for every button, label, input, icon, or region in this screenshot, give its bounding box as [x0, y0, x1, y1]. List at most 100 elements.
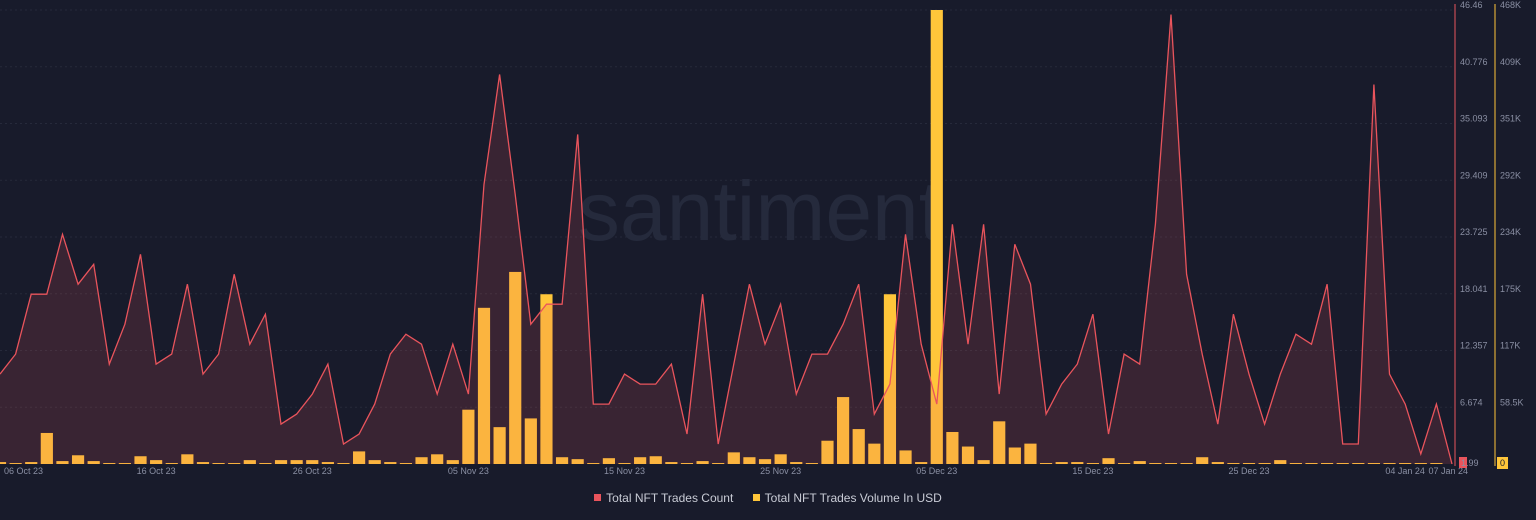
left-axis-tick-label: 6.674	[1460, 397, 1483, 407]
volume-bar	[602, 458, 615, 464]
x-axis-tick-label: 25 Dec 23	[1229, 466, 1270, 476]
volume-bar	[196, 462, 210, 464]
volume-bar	[1258, 463, 1271, 464]
trades-count-line	[0, 14, 1453, 465]
volume-bar	[150, 460, 163, 464]
x-axis-tick-label: 04 Jan 24	[1385, 466, 1425, 476]
volume-bar	[821, 440, 834, 464]
volume-bar	[899, 450, 912, 464]
volume-bar	[415, 457, 428, 464]
volume-bar	[71, 455, 85, 464]
volume-bars	[0, 10, 1443, 464]
volume-bar	[243, 460, 256, 464]
volume-bar	[696, 461, 709, 464]
volume-bar	[118, 463, 131, 464]
volume-bar	[228, 463, 241, 464]
volume-bar	[337, 463, 350, 464]
volume-bar	[134, 456, 147, 464]
x-axis-tick-label: 25 Nov 23	[760, 466, 801, 476]
volume-bar	[259, 463, 272, 464]
volume-bar	[0, 462, 7, 464]
volume-bar	[493, 427, 506, 464]
volume-bar	[790, 462, 803, 464]
volume-bar	[1242, 463, 1256, 464]
volume-bar	[25, 462, 38, 464]
volume-bar	[40, 432, 53, 464]
x-axis-tick-label: 15 Nov 23	[604, 466, 645, 476]
right-axis-ticks: 468K 409K 351K 292K 234K 175K 117K 58.5K	[1500, 0, 1524, 407]
volume-bar	[774, 454, 787, 464]
right-axis-current-badge: 0	[1497, 457, 1508, 469]
volume-bar	[1367, 463, 1381, 464]
right-axis-tick-label: 175K	[1500, 284, 1521, 294]
volume-bar	[212, 463, 225, 464]
volume-bar	[743, 457, 756, 464]
volume-bar	[1414, 463, 1427, 464]
volume-bar	[165, 463, 178, 464]
right-axis-tick-label: 351K	[1500, 114, 1521, 124]
volume-bar	[915, 462, 928, 464]
volume-bar	[9, 463, 22, 464]
volume-bar	[274, 460, 288, 464]
right-axis-current-value: 0	[1500, 458, 1505, 468]
volume-bar	[446, 460, 459, 464]
trades-count-swatch	[594, 494, 602, 501]
legend-label-trades-count: Total NFT Trades Count	[606, 490, 734, 505]
volume-bar	[977, 460, 990, 464]
volume-bar	[665, 462, 678, 464]
volume-bar	[540, 294, 553, 464]
left-axis-ticks: 46.46 40.776 35.093 29.409 23.725 18.041 12.35…	[1460, 0, 1488, 407]
volume-bar	[1102, 458, 1115, 464]
volume-bar	[1149, 463, 1162, 464]
volume-bar	[1211, 462, 1224, 464]
left-axis-tick-label: 40.776	[1460, 57, 1488, 67]
volume-bar	[961, 446, 975, 464]
left-axis-tick-label: 23.725	[1460, 227, 1488, 237]
volume-bar	[1039, 463, 1053, 464]
volume-bar	[431, 454, 444, 464]
volume-bar	[852, 429, 865, 464]
volume-bar	[758, 459, 772, 464]
x-axis-tick-label: 26 Oct 23	[293, 466, 332, 476]
x-axis-tick-label: 06 Oct 23	[4, 466, 43, 476]
volume-bar	[368, 460, 381, 464]
legend-item-trades-volume[interactable]: Total NFT Trades Volume In USD	[752, 490, 942, 505]
chart-grid	[0, 9, 1452, 408]
santiment-watermark: santiment	[578, 164, 942, 258]
right-axis-tick-label: 117K	[1500, 341, 1520, 351]
volume-bar	[1055, 462, 1068, 464]
x-axis-tick-label: 16 Oct 23	[137, 466, 176, 476]
volume-bar	[1133, 461, 1146, 464]
trades-volume-swatch	[752, 494, 760, 501]
volume-bar	[321, 462, 334, 464]
volume-bar	[1008, 447, 1021, 464]
volume-bar	[509, 271, 522, 464]
volume-bar	[587, 463, 600, 464]
volume-bar	[103, 463, 116, 464]
legend-item-trades-count[interactable]: Total NFT Trades Count	[594, 491, 733, 505]
left-axis-tick-label: 29.409	[1460, 170, 1488, 180]
volume-bar	[571, 459, 584, 464]
volume-bar	[649, 456, 662, 464]
volume-bar	[1383, 463, 1396, 464]
x-axis-ticks: 06 Oct 23 16 Oct 23 26 Oct 23 05 Nov 23 15 N…	[4, 466, 1468, 476]
volume-bar	[805, 463, 818, 464]
right-axis-tick-label: 409K	[1500, 57, 1521, 67]
volume-bar	[56, 461, 69, 464]
left-axis-tick-label: 12.357	[1460, 341, 1488, 351]
right-axis-tick-label: 234K	[1500, 227, 1521, 237]
x-axis-tick-label: 05 Dec 23	[916, 466, 957, 476]
right-axis-tick-label: 292K	[1500, 170, 1521, 180]
volume-bar	[993, 421, 1006, 464]
volume-bar	[1227, 463, 1240, 464]
chart-legend: Total NFT Trades Count Total NFT Trades …	[0, 490, 1536, 505]
volume-bar	[384, 462, 397, 464]
volume-bar	[87, 461, 100, 464]
volume-bar	[727, 452, 740, 464]
legend-label-trades-volume: Total NFT Trades Volume In USD	[764, 490, 942, 505]
volume-bar	[1071, 462, 1084, 464]
volume-bar	[1305, 463, 1318, 464]
volume-bar	[1352, 463, 1365, 464]
volume-bar	[1321, 463, 1334, 464]
volume-bar	[290, 460, 303, 464]
